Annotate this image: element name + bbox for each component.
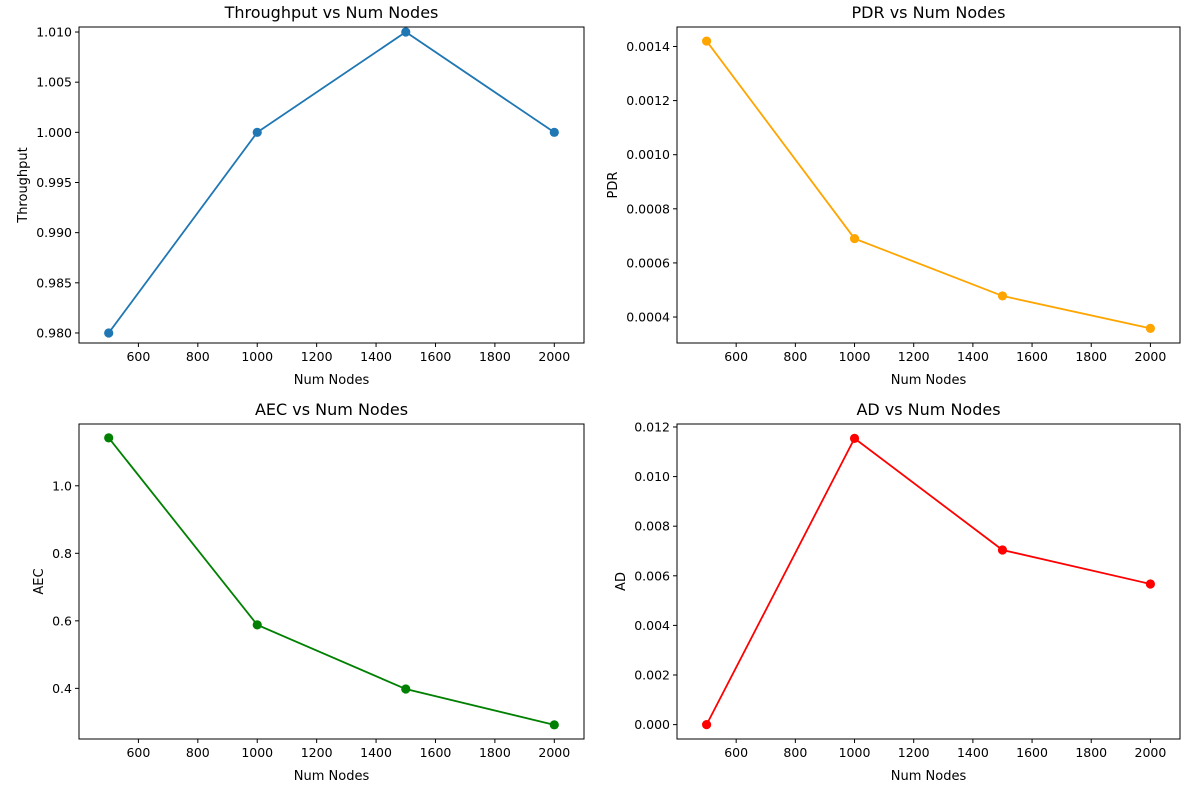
x-tick-label: 1400 bbox=[957, 745, 989, 760]
y-tick-label: 0.980 bbox=[36, 325, 72, 340]
x-tick-label: 1400 bbox=[360, 349, 392, 364]
x-tick-label: 600 bbox=[724, 349, 748, 364]
x-tick-label: 1000 bbox=[241, 349, 273, 364]
x-tick-label: 1000 bbox=[839, 745, 871, 760]
y-tick-label: 0.995 bbox=[36, 175, 72, 190]
x-axis-label: Num Nodes bbox=[891, 373, 967, 388]
data-point bbox=[701, 36, 712, 46]
chart-title: AEC vs Num Nodes bbox=[255, 400, 408, 419]
y-tick-label: 0.002 bbox=[634, 668, 670, 683]
y-tick-label: 0.6 bbox=[52, 613, 72, 628]
x-axis-label: Num Nodes bbox=[294, 373, 370, 388]
data-point bbox=[549, 720, 559, 730]
y-tick-label: 0.006 bbox=[634, 568, 670, 583]
x-tick-label: 800 bbox=[783, 349, 807, 364]
data-point bbox=[252, 127, 262, 137]
x-tick-label: 1600 bbox=[1016, 745, 1048, 760]
axes-frame bbox=[78, 26, 585, 344]
x-tick-label: 2000 bbox=[538, 349, 570, 364]
x-tick-label: 1800 bbox=[1075, 745, 1107, 760]
x-tick-label: 600 bbox=[126, 349, 150, 364]
data-point bbox=[849, 433, 860, 443]
x-tick-label: 600 bbox=[126, 745, 150, 760]
x-tick-label: 2000 bbox=[1135, 349, 1167, 364]
x-tick-label: 1000 bbox=[241, 745, 273, 760]
chart-title: AD vs Num Nodes bbox=[856, 400, 1000, 419]
y-tick-label: 1.005 bbox=[36, 75, 72, 90]
y-axis-label: AD bbox=[614, 572, 629, 591]
y-tick-label: 0.0014 bbox=[626, 39, 670, 54]
y-tick-label: 1.000 bbox=[36, 125, 72, 140]
x-tick-label: 1800 bbox=[1075, 349, 1107, 364]
x-tick-label: 1000 bbox=[839, 349, 871, 364]
x-tick-label: 1600 bbox=[1016, 349, 1048, 364]
axes-frame bbox=[676, 26, 1181, 344]
series-line bbox=[705, 40, 1151, 330]
chart-title: PDR vs Num Nodes bbox=[852, 3, 1006, 22]
y-tick-label: 0.0008 bbox=[626, 201, 670, 216]
y-axis-label: Throughput bbox=[16, 147, 31, 224]
x-tick-label: 800 bbox=[186, 745, 210, 760]
subplot-1: 600 800 1000 1200 1400 1600 1800 2000 0.980 0.985… bbox=[16, 3, 585, 388]
subplot-4: 600 800 1000 1200 1400 1600 1800 2000 0.000 0.002… bbox=[614, 400, 1181, 784]
y-tick-label: 0.010 bbox=[634, 469, 670, 484]
x-tick-label: 600 bbox=[724, 745, 748, 760]
y-tick-label: 0.0006 bbox=[626, 255, 670, 270]
y-tick-label: 1.010 bbox=[36, 25, 72, 40]
y-axis-label: AEC bbox=[32, 568, 47, 594]
axes-frame bbox=[78, 423, 585, 740]
y-tick-label: 0.0004 bbox=[626, 310, 670, 325]
data-point bbox=[849, 233, 860, 244]
x-tick-label: 1200 bbox=[898, 349, 930, 364]
x-tick-label: 800 bbox=[186, 349, 210, 364]
x-tick-label: 1600 bbox=[420, 349, 452, 364]
data-point bbox=[701, 720, 712, 730]
x-tick-label: 1800 bbox=[479, 349, 511, 364]
x-tick-label: 1200 bbox=[301, 745, 333, 760]
data-point bbox=[549, 127, 559, 137]
series-line bbox=[108, 437, 555, 726]
x-tick-label: 1800 bbox=[479, 745, 511, 760]
y-tick-label: 0.985 bbox=[36, 275, 72, 290]
chart-title: Throughput vs Num Nodes bbox=[224, 3, 439, 22]
data-point bbox=[997, 291, 1008, 301]
y-tick-label: 0.000 bbox=[634, 717, 670, 732]
y-tick-label: 1.0 bbox=[52, 478, 72, 493]
y-tick-label: 0.8 bbox=[52, 546, 72, 561]
y-tick-label: 0.0012 bbox=[626, 93, 670, 108]
subplot-2: 600 800 1000 1200 1400 1600 1800 2000 0.0004 0.00… bbox=[606, 3, 1181, 388]
x-tick-label: 1400 bbox=[360, 745, 392, 760]
y-axis-label: PDR bbox=[606, 172, 621, 199]
y-tick-label: 0.4 bbox=[52, 681, 72, 696]
data-point bbox=[1145, 579, 1156, 589]
data-point bbox=[104, 433, 114, 443]
x-tick-label: 1200 bbox=[301, 349, 333, 364]
subplot-3: 600 800 1000 1200 1400 1600 1800 2000 0.4 0.6 0.8 1… bbox=[32, 400, 585, 784]
x-tick-label: 1400 bbox=[957, 349, 989, 364]
data-point bbox=[401, 27, 411, 37]
y-tick-label: 0.012 bbox=[634, 419, 670, 434]
x-tick-label: 1200 bbox=[898, 745, 930, 760]
data-point bbox=[997, 545, 1008, 555]
y-tick-label: 0.0010 bbox=[626, 147, 670, 162]
data-point bbox=[104, 328, 114, 338]
x-tick-label: 2000 bbox=[1135, 745, 1167, 760]
y-tick-label: 0.990 bbox=[36, 225, 72, 240]
series-line bbox=[705, 437, 1151, 726]
data-point bbox=[1145, 323, 1156, 333]
data-point bbox=[401, 684, 411, 694]
data-point bbox=[252, 620, 262, 630]
y-tick-label: 0.004 bbox=[634, 618, 670, 633]
x-axis-label: Num Nodes bbox=[891, 769, 967, 784]
x-tick-label: 2000 bbox=[538, 745, 570, 760]
x-tick-label: 800 bbox=[783, 745, 807, 760]
axes-frame bbox=[676, 423, 1181, 740]
y-tick-label: 0.008 bbox=[634, 519, 670, 534]
series-line bbox=[107, 30, 555, 334]
x-axis-label: Num Nodes bbox=[294, 769, 370, 784]
x-tick-label: 1600 bbox=[420, 745, 452, 760]
